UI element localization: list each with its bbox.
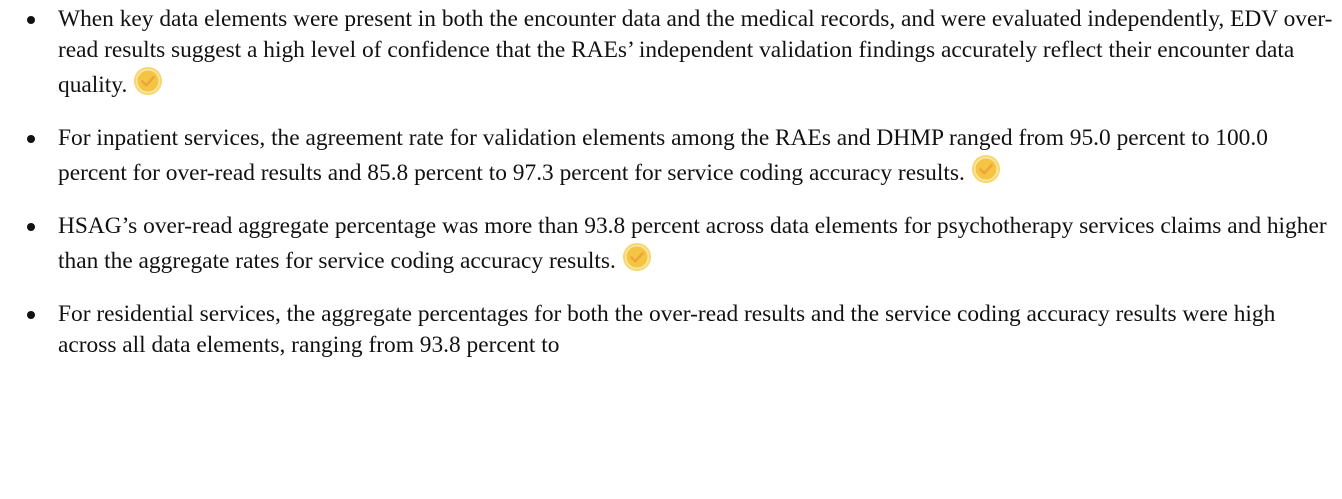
- bullet-item: For residential services, the aggregate …: [0, 299, 1342, 361]
- bullet-text: When key data elements were present in b…: [58, 6, 1333, 98]
- bullet-dot: [27, 135, 35, 143]
- check-badge: [622, 242, 652, 272]
- bullet-text: HSAG’s over-read aggregate percentage wa…: [58, 213, 1327, 274]
- bullet-item: For inpatient services, the agreement ra…: [0, 123, 1342, 189]
- bullet-text: For residential services, the aggregate …: [58, 301, 1276, 358]
- bullet-dot: [27, 16, 35, 24]
- bullet-item: HSAG’s over-read aggregate percentage wa…: [0, 211, 1342, 277]
- bullet-item: When key data elements were present in b…: [0, 4, 1342, 101]
- bullet-text: For inpatient services, the agreement ra…: [58, 125, 1268, 186]
- check-badge: [133, 66, 163, 96]
- bullet-list: When key data elements were present in b…: [0, 4, 1342, 361]
- bullet-dot: [27, 311, 35, 319]
- check-badge: [971, 154, 1001, 184]
- bullet-dot: [27, 223, 35, 231]
